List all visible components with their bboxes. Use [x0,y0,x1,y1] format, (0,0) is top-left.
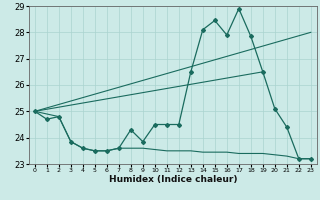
X-axis label: Humidex (Indice chaleur): Humidex (Indice chaleur) [108,175,237,184]
